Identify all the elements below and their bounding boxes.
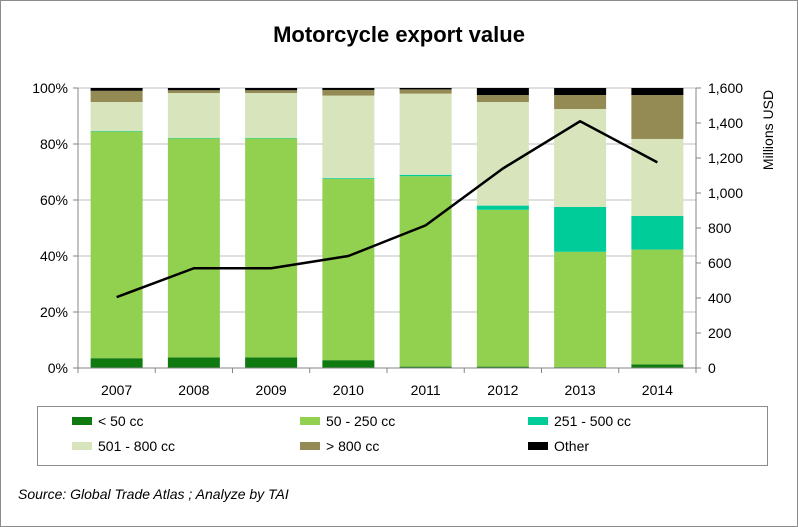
chart-title: Motorcycle export value [273,22,525,47]
bar-segment [322,88,375,90]
x-tick-label: 2014 [642,382,673,398]
bar-segment [399,176,452,367]
export-value-line [116,120,658,299]
y-right-tick-label: 600 [708,255,732,271]
legend-item: Other [528,438,589,454]
x-tick-label: 2008 [178,382,209,398]
y-left-tick-label: 20% [40,304,68,320]
bar-segment [631,249,684,365]
bar-segment [90,358,143,368]
bar-segment [245,88,298,91]
bar-segment [167,138,220,358]
legend-label: 501 - 800 cc [98,438,176,454]
bar-segment [90,90,143,102]
legend-item: 251 - 500 cc [528,413,631,429]
bar-segment [476,366,529,368]
legend-swatch [528,417,548,425]
legend-swatch [72,417,92,425]
legend-item: 501 - 800 cc [72,438,175,454]
y-right-tick-label: 0 [708,360,716,376]
bar-segment [476,209,529,367]
bar-segment [631,215,684,250]
bar-segment [322,89,375,96]
y-right-tick-label: 200 [708,325,732,341]
bar-segment [399,93,452,175]
bar-segment [245,357,298,368]
y-left-tick-label: 80% [40,136,68,152]
bar-segment [90,88,143,91]
legend: < 50 cc 50 - 250 cc 251 - 500 cc 501 - 800 … [37,406,768,466]
bar-segment [245,90,298,94]
x-tick-label: 2011 [411,382,441,398]
bar-segment [245,137,298,139]
bar-segment [322,95,375,179]
bar-segment [631,95,684,139]
bar-segment [554,251,607,368]
value-line [116,120,658,299]
bar-segment [399,88,452,90]
x-tick-label: 2012 [487,382,518,398]
bar-segment [554,207,607,252]
axes [73,87,701,373]
legend-item: < 50 cc [72,413,144,429]
bar-segment [167,357,220,368]
y-right-tick-label: 1,400 [708,115,743,131]
legend-item: > 800 cc [300,438,379,454]
y-left-tick-label: 0% [48,360,68,376]
legend-label: < 50 cc [98,413,144,429]
legend-label: Other [554,438,590,454]
bar-segment [245,93,298,138]
legend-label: 251 - 500 cc [554,413,632,429]
bars [90,88,684,368]
bar-segment [476,205,529,210]
x-tick-label: 2010 [333,382,364,398]
bar-segment [167,137,220,139]
legend-swatch [528,442,548,450]
y-left-tick-label: 100% [32,80,68,96]
bar-segment [399,174,452,177]
bar-segment [554,95,607,109]
bar-segment [631,88,684,95]
bar-segment [90,130,143,132]
y-left-tick-label: 40% [40,248,68,264]
source-note: Source: Global Trade Atlas ; Analyze by … [18,486,289,502]
legend-label: 50 - 250 cc [326,413,396,429]
y-right-tick-label: 1,200 [708,150,743,166]
bar-segment [167,93,220,138]
bar-segment [476,102,529,206]
bar-segment [322,179,375,361]
bar-segment [554,88,607,95]
right-axis-title: Millions USD [760,90,776,170]
y-right-tick-label: 800 [708,220,732,236]
y-left-tick-label: 60% [40,192,68,208]
bar-segment [554,109,607,207]
y-right-tick-label: 400 [708,290,732,306]
legend-label: > 800 cc [326,438,380,454]
y-right-tick-label: 1,600 [708,80,743,96]
bar-segment [399,366,452,368]
tick-labels: 0% 20% 40% 60% 80% 100% 0 200 400 600 800 1,000 1,20… [32,80,743,398]
bar-segment [322,360,375,368]
legend-item: 50 - 250 cc [300,413,395,429]
bar-segment [90,131,143,359]
legend-swatch [300,442,320,450]
bar-segment [167,88,220,91]
bar-segment [245,138,298,358]
bar-segment [631,138,684,216]
x-tick-label: 2007 [101,382,132,398]
bar-segment [476,95,529,102]
bar-segment [476,88,529,95]
x-tick-label: 2013 [565,382,596,398]
bar-segment [167,90,220,94]
bar-segment [399,89,452,94]
legend-swatch [300,417,320,425]
bar-segment [90,102,143,131]
x-tick-label: 2009 [256,382,287,398]
bar-segment [322,178,375,179]
bar-segment [631,364,684,368]
legend-swatch [72,442,92,450]
y-right-tick-label: 1,000 [708,185,743,201]
